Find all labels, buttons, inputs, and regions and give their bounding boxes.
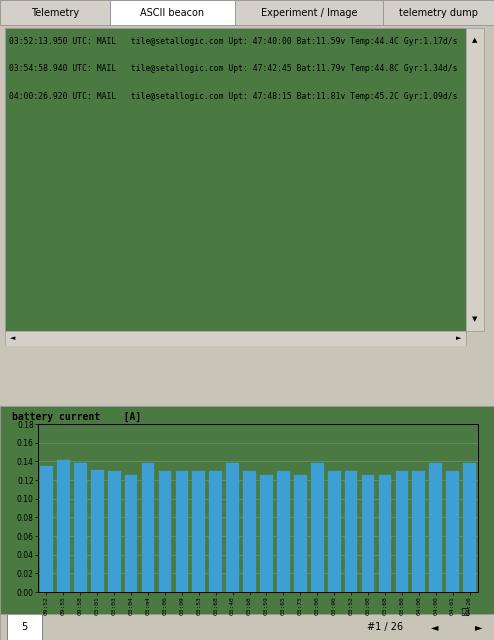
Bar [142,463,154,592]
Bar [396,470,408,592]
Bar [328,470,340,592]
Bar [226,463,239,592]
Bar [91,470,104,592]
Bar [378,476,391,592]
Text: Experiment / Image: Experiment / Image [261,8,357,17]
Bar [193,470,205,592]
Bar [124,476,137,592]
Text: ►: ► [475,622,483,632]
Text: 03:54:58.940 UTC: MAIL   tile@setallogic.com Upt: 47:42:45 Bat:11.79v Temp:44.8C: 03:54:58.940 UTC: MAIL tile@setallogic.c… [9,65,457,74]
Text: 5: 5 [22,622,28,632]
Text: #1 / 26: #1 / 26 [367,622,404,632]
Bar [311,463,324,592]
Bar [294,476,307,592]
Bar [463,463,476,592]
Bar [243,470,256,592]
Text: battery current    [A]: battery current [A] [12,412,141,422]
Text: ▼: ▼ [472,316,478,322]
Bar [412,470,425,592]
Bar [159,470,171,592]
Bar [446,470,459,592]
Bar [108,470,121,592]
Bar [362,476,374,592]
Bar [345,470,358,592]
Text: ◄: ◄ [431,622,439,632]
Text: ►: ► [456,335,461,342]
Text: telemetry dump: telemetry dump [399,8,478,17]
Text: ◄: ◄ [9,335,15,342]
Bar [260,476,273,592]
Text: 04:00:26.920 UTC: MAIL   tile@setallogic.com Upt: 47:48:15 Bat:11.81v Temp:45.2C: 04:00:26.920 UTC: MAIL tile@setallogic.c… [9,92,457,100]
Text: ▲: ▲ [472,37,478,43]
Bar [209,470,222,592]
Text: Telemetry: Telemetry [31,8,79,17]
Bar [429,463,442,592]
Bar [277,470,289,592]
Text: ASCII beacon: ASCII beacon [140,8,205,17]
Bar [40,466,53,592]
Bar [74,463,86,592]
Bar [57,460,70,592]
Text: 03:52:13.950 UTC: MAIL   tile@setallogic.com Upt: 47:40:00 Bat:11.59v Temp:44.4C: 03:52:13.950 UTC: MAIL tile@setallogic.c… [9,37,457,46]
Bar [175,470,188,592]
Text: ☑: ☑ [460,608,469,618]
